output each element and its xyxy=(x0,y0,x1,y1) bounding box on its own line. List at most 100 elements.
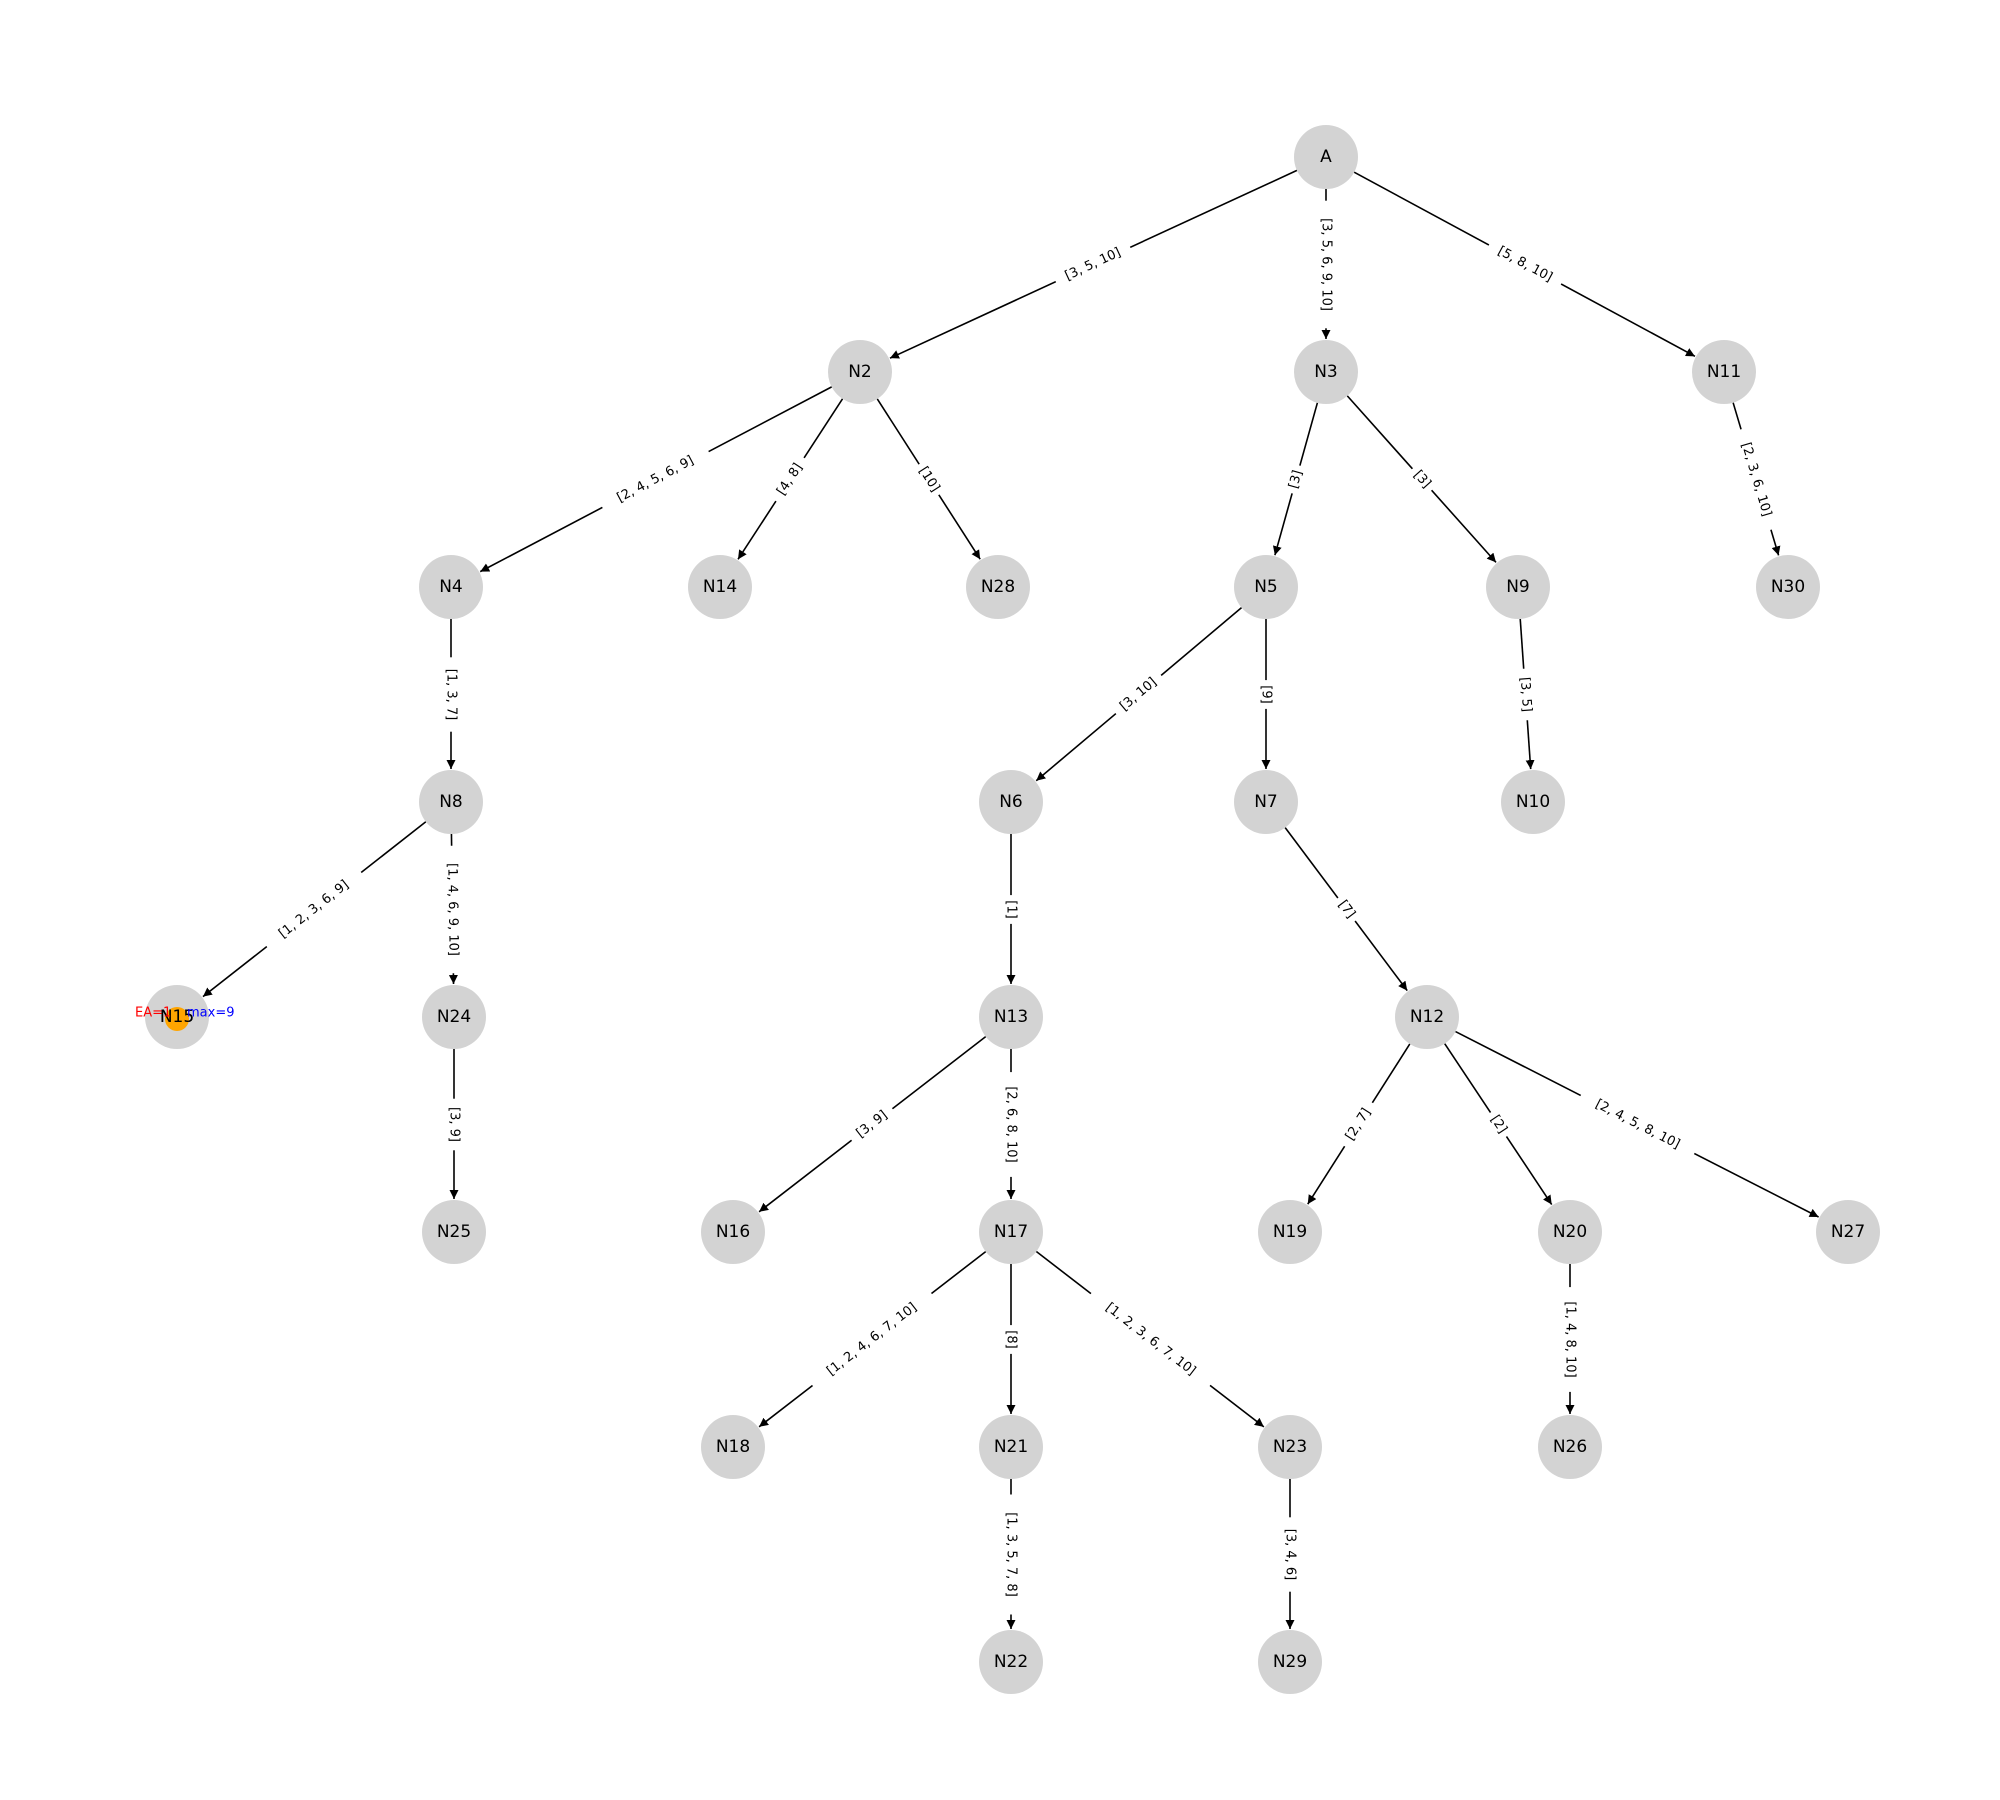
node-label: N2 xyxy=(848,362,872,382)
node-circle xyxy=(979,985,1043,1049)
node-n13: N13 xyxy=(979,985,1043,1049)
node-n21: N21 xyxy=(979,1415,1043,1479)
node-n8: N8 xyxy=(419,770,483,834)
node-label: N28 xyxy=(981,577,1015,597)
edge-label-text: [3, 5, 6, 9, 10] xyxy=(1319,218,1334,311)
node-n19: N19 xyxy=(1258,1200,1322,1264)
edge-labels-layer: [3, 5, 10] [3, 5, 6, 9, 10] [5, 8, 10] [2, … xyxy=(261,200,1780,1615)
node-n5: N5 xyxy=(1234,555,1298,619)
node-label: N18 xyxy=(716,1437,750,1457)
node-circle xyxy=(1234,555,1298,619)
edge-label-n13-n17: [2, 6, 8, 10] xyxy=(1002,1072,1020,1177)
node-n11: N11 xyxy=(1692,340,1756,404)
edge-label-n2-n14: [4, 8] xyxy=(768,452,812,507)
node-n4: N4 xyxy=(419,555,483,619)
node-label: N7 xyxy=(1254,792,1278,812)
edge-label-text: [8] xyxy=(1004,1330,1019,1348)
edge-label-n7-n12: [7] xyxy=(1330,892,1363,927)
highlight-marker xyxy=(165,1007,189,1031)
edge-label-background xyxy=(1281,1517,1299,1592)
node-circle xyxy=(688,555,752,619)
edge-label-background xyxy=(807,1286,937,1393)
node-circle xyxy=(1258,1630,1322,1694)
node-n28: N28 xyxy=(966,555,1030,619)
edge-label-n3-n5: [3] xyxy=(1283,463,1309,496)
node-circle xyxy=(979,770,1043,834)
nodes-layer: A N2 N3 N11 N4 N14 N28 N5 N9 N30 N8 N6 N7 N10 N15 N24 N1… xyxy=(145,125,1880,1694)
edge-label-n2-n4: [2, 4, 5, 6, 9] xyxy=(598,443,713,516)
edge-label-n21-n22: [1, 3, 5, 7, 8] xyxy=(1002,1494,1020,1615)
node-circle xyxy=(701,1200,765,1264)
node-n9: N9 xyxy=(1486,555,1550,619)
edge-label-n17-n18: [1, 2, 4, 6, 7, 10] xyxy=(807,1286,937,1393)
node-n20: N20 xyxy=(1538,1200,1602,1264)
node-n29: N29 xyxy=(1258,1630,1322,1694)
node-label: N9 xyxy=(1506,577,1530,597)
node-n3: N3 xyxy=(1294,340,1358,404)
node-label: N29 xyxy=(1273,1652,1307,1672)
edge-label-text: [2, 4, 5, 8, 10] xyxy=(1593,1097,1682,1153)
edge-label-n20-n26: [1, 4, 8, 10] xyxy=(1561,1287,1579,1392)
edge-label-text: [3, 10] xyxy=(1117,675,1160,714)
edge-label-n12-n19: [2, 7] xyxy=(1337,1097,1380,1152)
node-label: N22 xyxy=(994,1652,1028,1672)
node-circle xyxy=(1294,125,1358,189)
node-circle xyxy=(422,1200,486,1264)
node-circle xyxy=(419,770,483,834)
edge-label-text: [3, 5] xyxy=(1517,677,1534,713)
node-label: N4 xyxy=(439,577,463,597)
node-n17: N17 xyxy=(979,1200,1043,1264)
node-circle xyxy=(1756,555,1820,619)
node-circle xyxy=(1395,985,1459,1049)
edge-label-n8-n15: [1, 2, 3, 6, 9] xyxy=(261,865,367,954)
node-circle xyxy=(1258,1200,1322,1264)
node-label: N17 xyxy=(994,1222,1028,1242)
edge-label-text: [1, 3, 7] xyxy=(444,669,459,721)
edge-label-text: [1, 4, 6, 9, 10] xyxy=(444,863,460,956)
edge-label-text: [1, 2, 4, 6, 7, 10] xyxy=(824,1300,920,1379)
edge-label-background xyxy=(1283,463,1309,496)
edge-label-background xyxy=(1257,680,1275,709)
node-n22: N22 xyxy=(979,1630,1043,1694)
node-label: N25 xyxy=(437,1222,471,1242)
edge-label-text: [3] xyxy=(1286,469,1305,491)
max-annotation: max=9 xyxy=(187,1006,235,1021)
node-n25: N25 xyxy=(422,1200,486,1264)
node-label: N5 xyxy=(1254,577,1278,597)
edge-label-n4-n8: [1, 3, 7] xyxy=(442,657,460,732)
node-circle xyxy=(1294,340,1358,404)
node-n7: N7 xyxy=(1234,770,1298,834)
edge-label-n12-n20: [2] xyxy=(1483,1107,1514,1142)
node-circle xyxy=(828,340,892,404)
edge-label-text: [1, 4, 8, 10] xyxy=(1563,1301,1578,1377)
node-n10: N10 xyxy=(1501,770,1565,834)
edge-label-background xyxy=(261,865,367,954)
node-n6: N6 xyxy=(979,770,1043,834)
node-circle xyxy=(1692,340,1756,404)
edge-label-background xyxy=(1002,1494,1020,1615)
edge-label-n8-n24: [1, 4, 6, 9, 10] xyxy=(442,845,463,974)
edge-label-text: [2, 6, 8, 10] xyxy=(1004,1086,1019,1162)
node-circle xyxy=(966,555,1030,619)
edge-label-n24-n25: [3, 9] xyxy=(445,1098,463,1151)
edge-label-a-n3: [3, 5, 6, 9, 10] xyxy=(1317,200,1335,329)
node-n14: N14 xyxy=(688,555,752,619)
node-label: N13 xyxy=(994,1007,1028,1027)
node-label: A xyxy=(1320,147,1332,167)
edge-label-background xyxy=(1002,1325,1020,1354)
edge-label-background xyxy=(442,657,460,732)
edge-label-background xyxy=(1337,1097,1380,1152)
edge-label-text: [3, 9] xyxy=(447,1107,462,1142)
edge-label-text: [2, 7] xyxy=(1343,1106,1374,1144)
node-label: N20 xyxy=(1553,1222,1587,1242)
edge-label-n17-n23: [1, 2, 3, 6, 7, 10] xyxy=(1085,1286,1216,1393)
edge-label-background xyxy=(1732,426,1780,533)
edge-label-text: [9] xyxy=(1259,685,1274,703)
edge-label-n11-n30: [2, 3, 6, 10] xyxy=(1732,426,1780,533)
edge-label-background xyxy=(1514,668,1537,721)
edge-label-background xyxy=(1002,895,1020,924)
edge-label-background xyxy=(1484,237,1566,292)
node-label: N14 xyxy=(703,577,737,597)
